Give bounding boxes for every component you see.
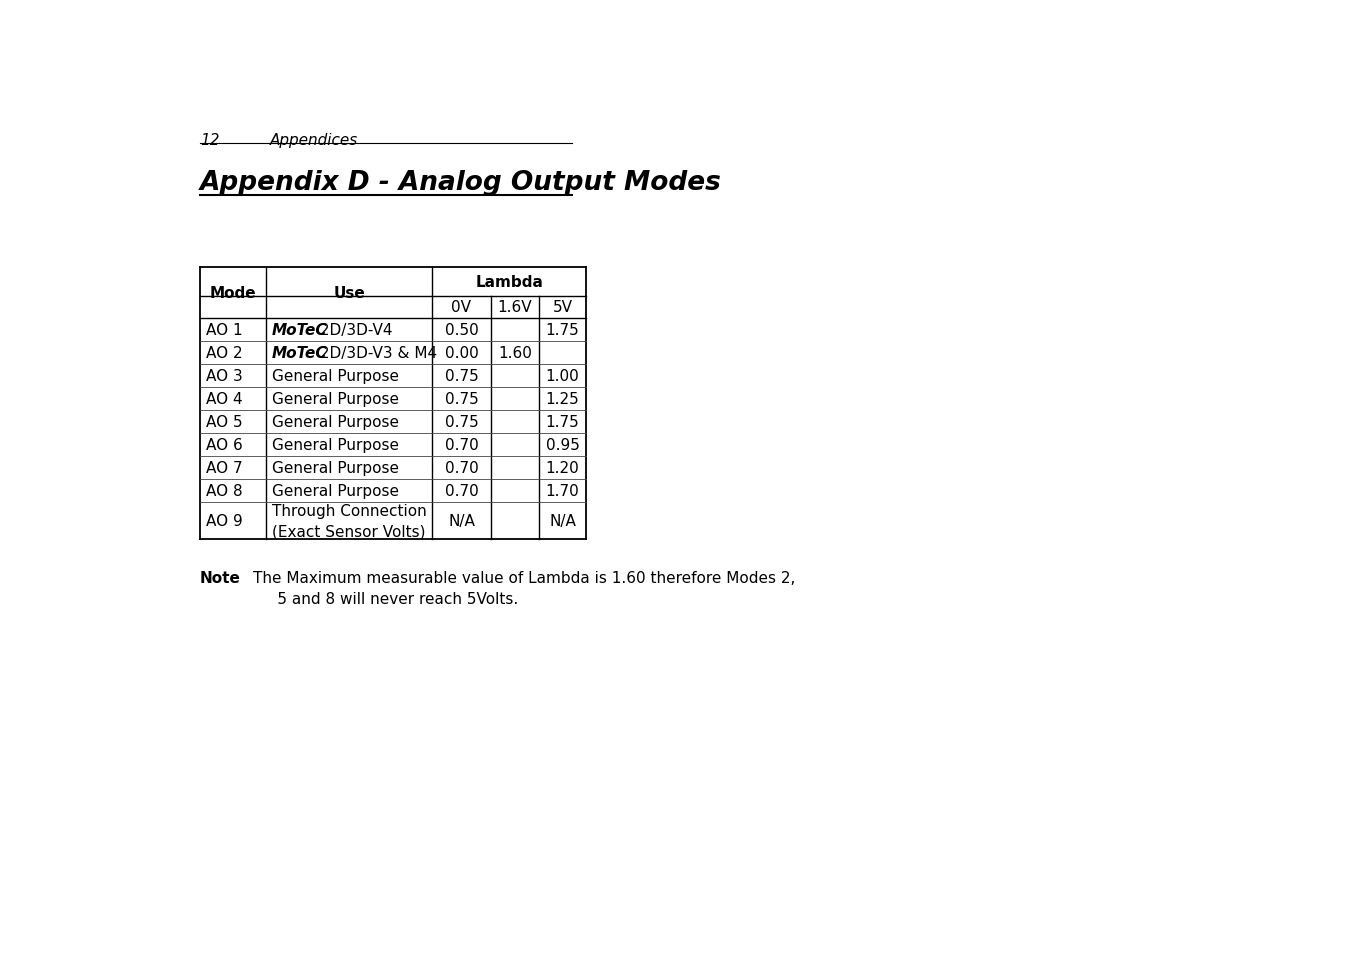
Text: 0.00: 0.00 — [444, 345, 478, 360]
Text: 0.70: 0.70 — [444, 484, 478, 498]
Text: 1.6V: 1.6V — [497, 300, 532, 314]
Text: AO 5: AO 5 — [207, 415, 243, 430]
Text: 5V: 5V — [553, 300, 573, 314]
Text: 0.75: 0.75 — [444, 415, 478, 430]
Text: 1.75: 1.75 — [546, 322, 580, 337]
Text: Use: Use — [334, 285, 365, 300]
Text: General Purpose: General Purpose — [272, 392, 399, 406]
Text: General Purpose: General Purpose — [272, 415, 399, 430]
Text: 0.75: 0.75 — [444, 369, 478, 383]
Text: General Purpose: General Purpose — [272, 484, 399, 498]
Text: 1.00: 1.00 — [546, 369, 580, 383]
Text: 1.25: 1.25 — [546, 392, 580, 406]
Text: Appendix D - Analog Output Modes: Appendix D - Analog Output Modes — [200, 170, 721, 195]
Text: Appendices: Appendices — [270, 132, 358, 148]
Text: 0.50: 0.50 — [444, 322, 478, 337]
Text: Through Connection
(Exact Sensor Volts): Through Connection (Exact Sensor Volts) — [272, 504, 427, 538]
Text: N/A: N/A — [549, 514, 576, 529]
Text: AO 2: AO 2 — [207, 345, 243, 360]
Text: AO 4: AO 4 — [207, 392, 243, 406]
Text: 12: 12 — [200, 132, 219, 148]
Text: 1.75: 1.75 — [546, 415, 580, 430]
Text: AO 7: AO 7 — [207, 460, 243, 476]
Text: 2D/3D-V3 & M4: 2D/3D-V3 & M4 — [315, 345, 438, 360]
Text: AO 6: AO 6 — [207, 437, 243, 453]
Text: General Purpose: General Purpose — [272, 460, 399, 476]
Text: 1.70: 1.70 — [546, 484, 580, 498]
Text: MoTeC: MoTeC — [272, 345, 327, 360]
Text: General Purpose: General Purpose — [272, 437, 399, 453]
Text: General Purpose: General Purpose — [272, 369, 399, 383]
Text: 0.70: 0.70 — [444, 437, 478, 453]
Text: N/A: N/A — [449, 514, 474, 529]
Text: 0.70: 0.70 — [444, 460, 478, 476]
Text: AO 9: AO 9 — [207, 514, 243, 529]
Text: AO 8: AO 8 — [207, 484, 243, 498]
Text: 1.20: 1.20 — [546, 460, 580, 476]
Text: 0.75: 0.75 — [444, 392, 478, 406]
Text: 0V: 0V — [451, 300, 471, 314]
Text: 1.60: 1.60 — [499, 345, 532, 360]
Text: AO 3: AO 3 — [207, 369, 243, 383]
Text: The Maximum measurable value of Lambda is 1.60 therefore Modes 2,
     5 and 8 w: The Maximum measurable value of Lambda i… — [253, 571, 794, 606]
Text: AO 1: AO 1 — [207, 322, 243, 337]
Text: Mode: Mode — [209, 285, 257, 300]
Text: 2D/3D-V4: 2D/3D-V4 — [315, 322, 393, 337]
Text: Lambda: Lambda — [476, 274, 543, 290]
Text: MoTeC: MoTeC — [272, 322, 327, 337]
Text: Note: Note — [200, 571, 240, 585]
Text: 0.95: 0.95 — [546, 437, 580, 453]
